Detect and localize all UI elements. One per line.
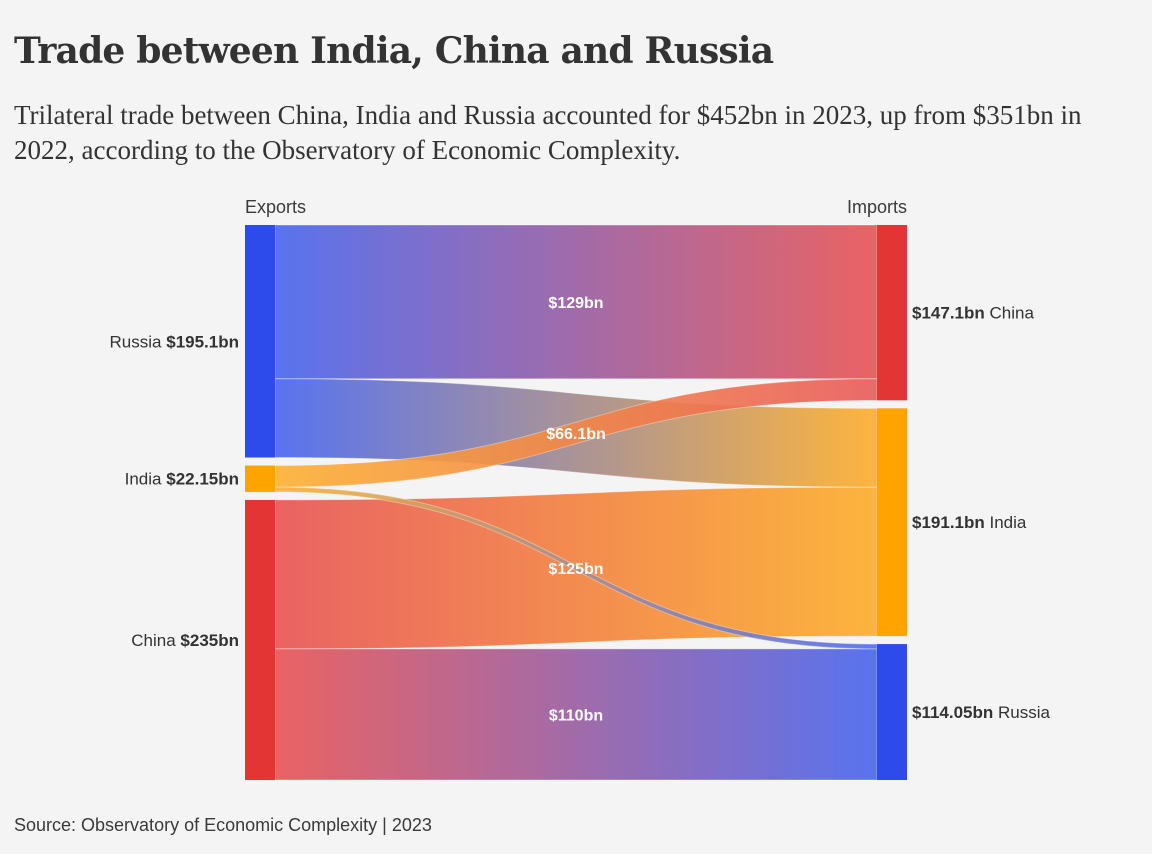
source-note: Source: Observatory of Economic Complexi… — [14, 815, 432, 835]
flow-label-russia-to-india: $66.1bn — [546, 426, 606, 443]
node-value: $22.15bn — [166, 470, 239, 489]
node-name: India — [125, 470, 162, 489]
node-value: $235bn — [180, 631, 239, 650]
node-value: $195.1bn — [166, 332, 239, 351]
node-name: Russia — [998, 703, 1051, 722]
export-node-russia[interactable] — [245, 225, 275, 458]
links-layer — [274, 224, 878, 781]
import-node-india[interactable] — [877, 408, 907, 637]
nodes-layer — [245, 225, 907, 780]
node-value: $114.05bn — [912, 703, 993, 722]
import-node-label-russia: $114.05bn Russia — [912, 703, 1051, 722]
node-name: China — [990, 304, 1035, 323]
labels-layer: $129bn $125bn $110bn $66.1bn Russia $195.1bn… — [110, 295, 1051, 725]
node-value: $147.1bn — [912, 304, 985, 323]
imports-column-label: Imports — [847, 197, 907, 217]
link-india-to-china[interactable] — [274, 378, 878, 488]
export-node-china[interactable] — [245, 499, 275, 780]
chart-subtitle: Trilateral trade between China, India an… — [14, 100, 1082, 165]
import-node-russia[interactable] — [877, 644, 907, 780]
node-name: China — [131, 631, 176, 650]
node-name: India — [990, 513, 1027, 532]
chart-title: Trade between India, China and Russia — [14, 30, 774, 72]
node-name: Russia — [110, 332, 163, 351]
flow-label-russia-to-china: $129bn — [548, 295, 603, 312]
export-node-india[interactable] — [245, 465, 275, 492]
flow-label-china-to-russia: $110bn — [549, 707, 603, 724]
import-node-china[interactable] — [877, 225, 907, 401]
import-node-label-india: $191.1bn India — [912, 513, 1027, 532]
export-node-label-india: India $22.15bn — [125, 470, 239, 489]
flow-label-china-to-india: $125bn — [548, 561, 603, 578]
export-node-label-russia: Russia $195.1bn — [110, 332, 239, 351]
exports-column-label: Exports — [245, 197, 306, 217]
import-node-label-china: $147.1bn China — [912, 304, 1034, 323]
node-value: $191.1bn — [912, 513, 985, 532]
export-node-label-china: China $235bn — [131, 631, 239, 650]
